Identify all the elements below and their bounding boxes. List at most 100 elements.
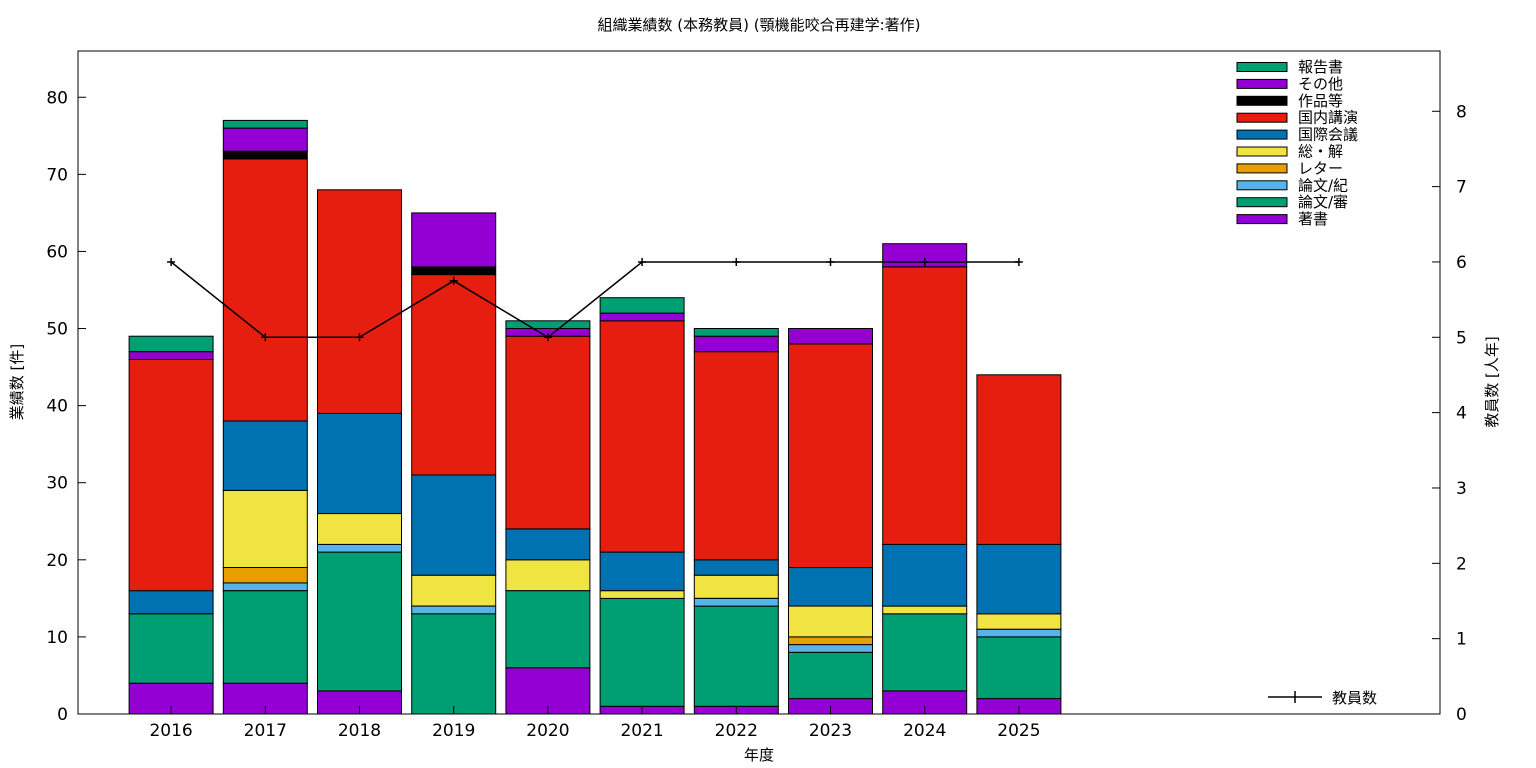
bar-segment-2021-6 [599, 320, 685, 553]
y-axis-ticks: 0 10 20 30 40 50 60 70 80 [46, 88, 86, 725]
legend-swatch [1236, 197, 1288, 208]
bar-segment-2016-1 [128, 613, 214, 684]
bar-segment-2023-4 [788, 605, 873, 638]
bar-segment-2021-1 [599, 597, 685, 707]
line-point-2021 [638, 257, 647, 266]
legend-label: 著書 [1298, 210, 1328, 228]
bar-segment-2017-6 [222, 158, 308, 422]
legend-swatch [1236, 214, 1288, 225]
line-point-2016 [167, 257, 176, 266]
legend-swatch [1236, 62, 1288, 72]
bar-segment-2019-8 [411, 212, 497, 268]
y2-tick-label: 2 [1456, 554, 1467, 574]
bar-segment-2021-5 [599, 551, 685, 592]
line-point-2024 [920, 257, 929, 266]
bar-segment-2022-4 [693, 574, 779, 599]
legend-swatch [1236, 146, 1288, 157]
legend-swatch [1236, 112, 1288, 123]
bar-segment-2018-4 [317, 513, 402, 545]
legend-label: 論文/審 [1298, 193, 1348, 211]
bar-segment-2023-1 [788, 651, 873, 700]
legend-swatch [1236, 163, 1288, 174]
bar-segment-2016-6 [128, 358, 214, 592]
x-axis-label: 年度 [744, 746, 774, 764]
x-tick-label: 2021 [620, 721, 663, 741]
line-legend-label: 教員数 [1332, 689, 1377, 707]
y2-tick-label: 6 [1456, 253, 1467, 273]
bar-segment-2020-9 [505, 320, 591, 329]
bar-segment-2018-1 [317, 551, 402, 692]
bar-segment-2017-8 [222, 127, 308, 152]
bar-segment-2023-6 [788, 343, 873, 569]
bar-segment-2024-6 [882, 266, 968, 545]
x-axis-ticks: 2016 2017 2018 2019 2020 2021 2022 2023 2024 2025 [149, 706, 1041, 741]
bar-segment-2019-6 [411, 274, 497, 476]
bar-segment-2023-3 [788, 636, 873, 646]
y-tick-label: 60 [46, 242, 68, 262]
x-tick-label: 2022 [715, 721, 758, 741]
bar-segment-2017-9 [222, 119, 308, 129]
bar-segment-2017-3 [222, 567, 308, 584]
legend-label: 国内講演 [1298, 109, 1358, 127]
bar-segment-2025-4 [976, 613, 1062, 630]
legend-label: その他 [1298, 75, 1343, 93]
y-tick-label: 70 [46, 165, 68, 185]
y-tick-label: 30 [46, 474, 68, 494]
legend-swatch [1236, 129, 1288, 140]
legend-label: 国際会議 [1298, 126, 1358, 144]
x-tick-label: 2018 [338, 721, 381, 741]
line-series-group [167, 257, 1023, 342]
bar-segment-2018-6 [317, 189, 402, 414]
y-tick-label: 80 [46, 88, 68, 108]
bar-segment-2024-5 [882, 543, 968, 607]
x-tick-label: 2025 [997, 721, 1040, 741]
bar-segment-2019-1 [411, 613, 497, 715]
bar-segment-2025-5 [976, 543, 1062, 615]
legend-label: 作品等 [1298, 92, 1343, 110]
line-point-2017 [261, 333, 270, 342]
y-axis-label: 業績数 [件] [8, 344, 26, 420]
bar-segment-2016-5 [128, 590, 214, 615]
bar-segment-2018-5 [317, 412, 402, 514]
bar-stack-group [128, 119, 1062, 715]
bar-segment-2023-8 [788, 328, 873, 345]
legend-swatch [1236, 78, 1288, 89]
bar-segment-2025-1 [976, 636, 1062, 700]
bar-segment-2024-8 [882, 243, 968, 268]
y-tick-label: 0 [57, 705, 68, 725]
bar-segment-2024-4 [882, 605, 968, 615]
bar-segment-2022-1 [693, 605, 779, 707]
y2-tick-label: 0 [1456, 705, 1467, 725]
bar-segment-2017-4 [222, 489, 308, 568]
bar-segment-2025-2 [976, 628, 1062, 638]
bar-segment-2020-5 [505, 528, 591, 561]
y2-tick-label: 5 [1456, 328, 1467, 348]
x-tick-label: 2020 [526, 721, 569, 741]
y-tick-label: 40 [46, 397, 68, 417]
bar-segment-2022-8 [693, 335, 779, 353]
y2-tick-label: 8 [1456, 102, 1467, 122]
bar-segment-2019-2 [411, 605, 497, 615]
bar-segment-2019-4 [411, 574, 497, 607]
legend-label: レター [1298, 159, 1343, 177]
y-tick-label: 10 [46, 628, 68, 648]
plot-frame [77, 50, 1441, 715]
y2-tick-label: 4 [1456, 404, 1467, 424]
x-tick-label: 2023 [809, 721, 852, 741]
line-legend: 教員数 [1268, 689, 1377, 707]
legend-label: 総・解 [1298, 143, 1343, 161]
y2-tick-label: 7 [1456, 178, 1467, 198]
bar-segment-2023-2 [788, 644, 873, 653]
legend-swatch [1236, 180, 1288, 191]
legend-swatch [1236, 95, 1288, 106]
bar-segment-2021-8 [599, 312, 685, 322]
y2-tick-label: 1 [1456, 630, 1467, 650]
x-tick-label: 2016 [149, 721, 192, 741]
y2-axis-ticks: 0 1 2 3 4 5 6 7 8 [1432, 102, 1467, 725]
bar-segment-2021-4 [599, 590, 685, 599]
bar-segment-2022-5 [693, 559, 779, 576]
y2-axis-label: 教員数 [人年] [1483, 336, 1501, 427]
x-tick-label: 2017 [244, 721, 287, 741]
y-tick-label: 50 [46, 320, 68, 340]
